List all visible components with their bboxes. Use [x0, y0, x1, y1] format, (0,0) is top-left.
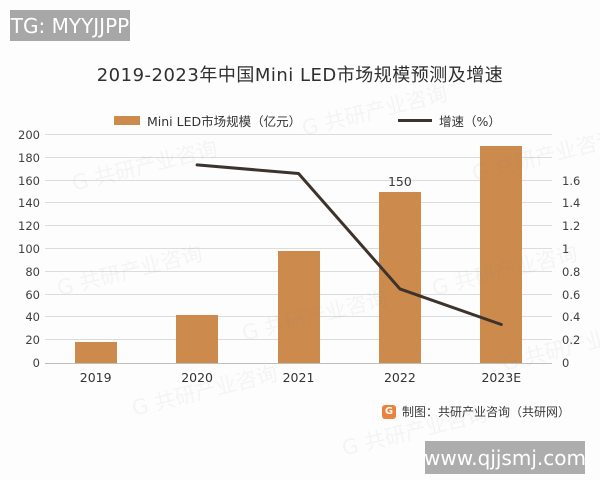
plot-area: 150 — [45, 134, 552, 364]
chart-title: 2019-2023年中国Mini LED市场规模预测及增速 — [96, 65, 504, 86]
left-axis-tick-label: 100 — [18, 242, 40, 256]
legend-item-market-size: Mini LED市场规模（亿元） — [114, 110, 301, 130]
watermark-text: G 共研产业咨询 — [129, 361, 280, 421]
left-axis-tick-label: 120 — [18, 219, 40, 234]
gongyan-logo-icon: G — [382, 404, 396, 419]
source-credit: G 制图：共研产业咨询（共研网） — [382, 403, 570, 420]
gridline — [45, 248, 552, 249]
legend-label-market-size: Mini LED市场规模（亿元） — [147, 113, 302, 129]
x-axis-label-2020: 2020 — [181, 370, 213, 385]
bar-2021 — [277, 251, 320, 363]
right-axis-tick-label: 1.2 — [562, 219, 581, 234]
left-axis-tick-label: 180 — [18, 150, 40, 165]
left-axis-tick-label: 60 — [25, 287, 40, 302]
x-axis-label-2022: 2022 — [383, 370, 416, 385]
right-axis-tick-label: 0.4 — [562, 310, 581, 325]
tg-contact-badge: TG: MYYJJPP — [10, 10, 130, 41]
bar-series-swatch — [114, 115, 140, 125]
legend-label-growth: 增速（%） — [439, 113, 501, 129]
line-series-swatch — [398, 118, 432, 122]
left-axis-tick-label: 80 — [25, 264, 40, 279]
website-watermark-badge: www.qjjsmj.com — [424, 441, 586, 474]
gridline — [45, 202, 552, 204]
x-axis-label-2021: 2021 — [282, 370, 315, 385]
chart-legend: Mini LED市场规模（亿元） 增速（%） — [0, 110, 600, 130]
gridline — [45, 156, 552, 158]
right-axis-tick-label: 0.8 — [562, 264, 581, 279]
right-axis-tick-label — [562, 151, 596, 165]
left-axis-tick-label: 0 — [32, 356, 40, 370]
right-axis-tick-label: 1.6 — [562, 173, 581, 188]
gridline — [45, 134, 552, 135]
left-axis-tick-label: 140 — [18, 196, 40, 211]
left-axis-tick-label: 40 — [25, 310, 40, 325]
legend-item-growth: 增速（%） — [398, 110, 501, 130]
left-axis-tick-label: 160 — [18, 173, 40, 188]
x-axis-label-2023E: 2023E — [481, 370, 522, 385]
right-axis-tick-label: 1.4 — [562, 196, 581, 211]
right-axis-tick-label: 0.6 — [562, 287, 581, 302]
bar-value-label: 150 — [387, 174, 412, 189]
right-axis-tick-label: 0.2 — [562, 333, 581, 348]
left-axis-tick-label: 200 — [18, 128, 40, 142]
bar-2019 — [74, 342, 117, 363]
source-credit-text: 制图：共研产业咨询（共研网） — [402, 405, 571, 419]
gridline — [45, 363, 552, 364]
right-axis-tick-label — [562, 128, 596, 142]
bar-2022 — [378, 192, 421, 363]
right-axis-tick-label: 1 — [562, 242, 570, 256]
gridline — [45, 179, 552, 181]
right-axis-tick-label: 0 — [562, 356, 570, 370]
bar-2020 — [176, 315, 219, 363]
growth-line — [195, 163, 503, 326]
left-axis-tick-label: 20 — [25, 333, 40, 348]
x-axis-label-2019: 2019 — [79, 370, 112, 385]
gridline — [45, 225, 552, 227]
bar-2023E — [480, 146, 523, 363]
